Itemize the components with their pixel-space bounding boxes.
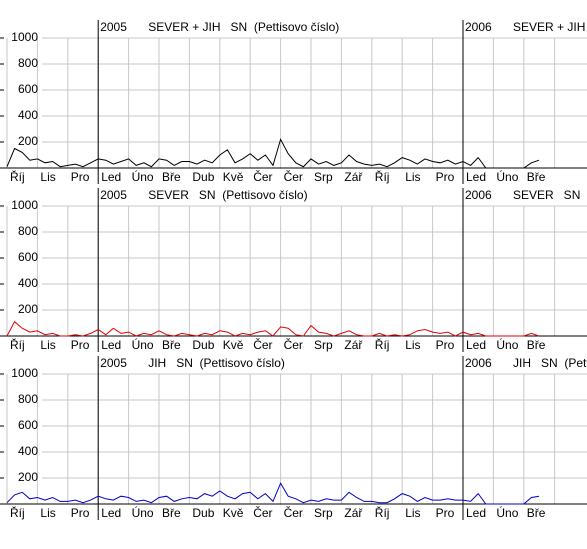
x-tick-label: Bře — [527, 338, 546, 352]
x-tick-label: Čer — [284, 505, 303, 520]
x-tick-label: Říj — [10, 505, 25, 520]
y-tick-label: 800 — [18, 224, 38, 238]
x-tick-label: Pro — [436, 170, 455, 184]
y-tick-label: 600 — [18, 250, 38, 264]
x-tick-label: Říj — [375, 505, 390, 520]
x-tick-label: Zář — [344, 170, 363, 184]
x-tick-label: Led — [466, 338, 486, 352]
y-tick-label: 600 — [18, 418, 38, 432]
y-tick-label: 200 — [18, 134, 38, 148]
chart-title: JIH SN (Pettisovo číslo) — [148, 356, 285, 370]
x-tick-label: Lis — [40, 506, 55, 520]
year-label: 2005 — [100, 20, 127, 34]
x-tick-label: Říj — [375, 169, 390, 184]
y-tick-label: 1000 — [11, 366, 38, 380]
x-tick-label: Lis — [405, 170, 420, 184]
x-tick-label: Bře — [162, 170, 181, 184]
x-tick-label: Kvě — [223, 506, 244, 520]
data-line — [6, 482, 540, 505]
x-tick-label: Dub — [192, 506, 214, 520]
x-tick-label: Srp — [314, 170, 333, 184]
chart-title: SEVER + JIH SN (Pettisovo číslo) — [513, 20, 587, 34]
x-tick-label: Zář — [344, 506, 363, 520]
x-tick-label: Lis — [40, 170, 55, 184]
x-tick-label: Zář — [344, 338, 363, 352]
chart-title: SEVER SN (Pettisovo číslo) — [513, 188, 587, 202]
y-tick-label: 800 — [18, 392, 38, 406]
x-tick-label: Pro — [436, 506, 455, 520]
x-tick-label: Říj — [10, 337, 25, 352]
y-tick-label: 600 — [18, 82, 38, 96]
chart-title: SEVER SN (Pettisovo číslo) — [148, 188, 307, 202]
y-tick-label: 400 — [18, 108, 38, 122]
x-tick-label: Čer — [253, 337, 272, 352]
x-tick-label: Bře — [527, 506, 546, 520]
x-tick-label: Led — [101, 338, 121, 352]
x-tick-label: Úno — [132, 505, 154, 520]
y-tick-label: 400 — [18, 444, 38, 458]
x-tick-label: Led — [466, 170, 486, 184]
x-tick-label: Led — [466, 506, 486, 520]
y-tick-label: 200 — [18, 470, 38, 484]
x-tick-label: Úno — [496, 505, 518, 520]
x-tick-label: Pro — [71, 506, 90, 520]
x-tick-label: Dub — [192, 338, 214, 352]
x-tick-label: Led — [101, 506, 121, 520]
data-line — [6, 320, 540, 337]
x-tick-label: Bře — [527, 170, 546, 184]
chart-title: SEVER + JIH SN (Pettisovo číslo) — [148, 20, 339, 34]
x-tick-label: Říj — [375, 337, 390, 352]
x-tick-label: Srp — [314, 338, 333, 352]
chart-title: JIH SN (Pettisovo číslo) — [513, 356, 587, 370]
x-tick-label: Lis — [405, 506, 420, 520]
y-tick-label: 1000 — [11, 198, 38, 212]
year-label: 2006 — [465, 188, 492, 202]
x-tick-label: Kvě — [223, 170, 244, 184]
data-line — [6, 138, 540, 169]
x-tick-label: Srp — [314, 506, 333, 520]
x-tick-label: Úno — [132, 337, 154, 352]
x-tick-label: Pro — [436, 338, 455, 352]
x-tick-label: Čer — [253, 505, 272, 520]
x-tick-label: Úno — [496, 337, 518, 352]
year-label: 2005 — [100, 188, 127, 202]
year-label: 2006 — [465, 20, 492, 34]
year-label: 2006 — [465, 356, 492, 370]
x-tick-label: Kvě — [223, 338, 244, 352]
y-tick-label: 400 — [18, 276, 38, 290]
y-tick-label: 1000 — [11, 30, 38, 44]
x-tick-label: Bře — [162, 338, 181, 352]
x-tick-label: Lis — [40, 338, 55, 352]
x-tick-label: Led — [101, 170, 121, 184]
x-tick-label: Říj — [10, 169, 25, 184]
year-label: 2005 — [100, 356, 127, 370]
x-tick-label: Pro — [71, 170, 90, 184]
x-tick-label: Čer — [284, 337, 303, 352]
x-tick-label: Pro — [71, 338, 90, 352]
x-tick-label: Bře — [162, 506, 181, 520]
y-tick-label: 800 — [18, 56, 38, 70]
y-tick-label: 200 — [18, 302, 38, 316]
x-tick-label: Úno — [132, 169, 154, 184]
x-tick-label: Úno — [496, 169, 518, 184]
x-tick-label: Dub — [192, 170, 214, 184]
x-tick-label: Lis — [405, 338, 420, 352]
x-tick-label: Čer — [284, 169, 303, 184]
x-tick-label: Čer — [253, 169, 272, 184]
